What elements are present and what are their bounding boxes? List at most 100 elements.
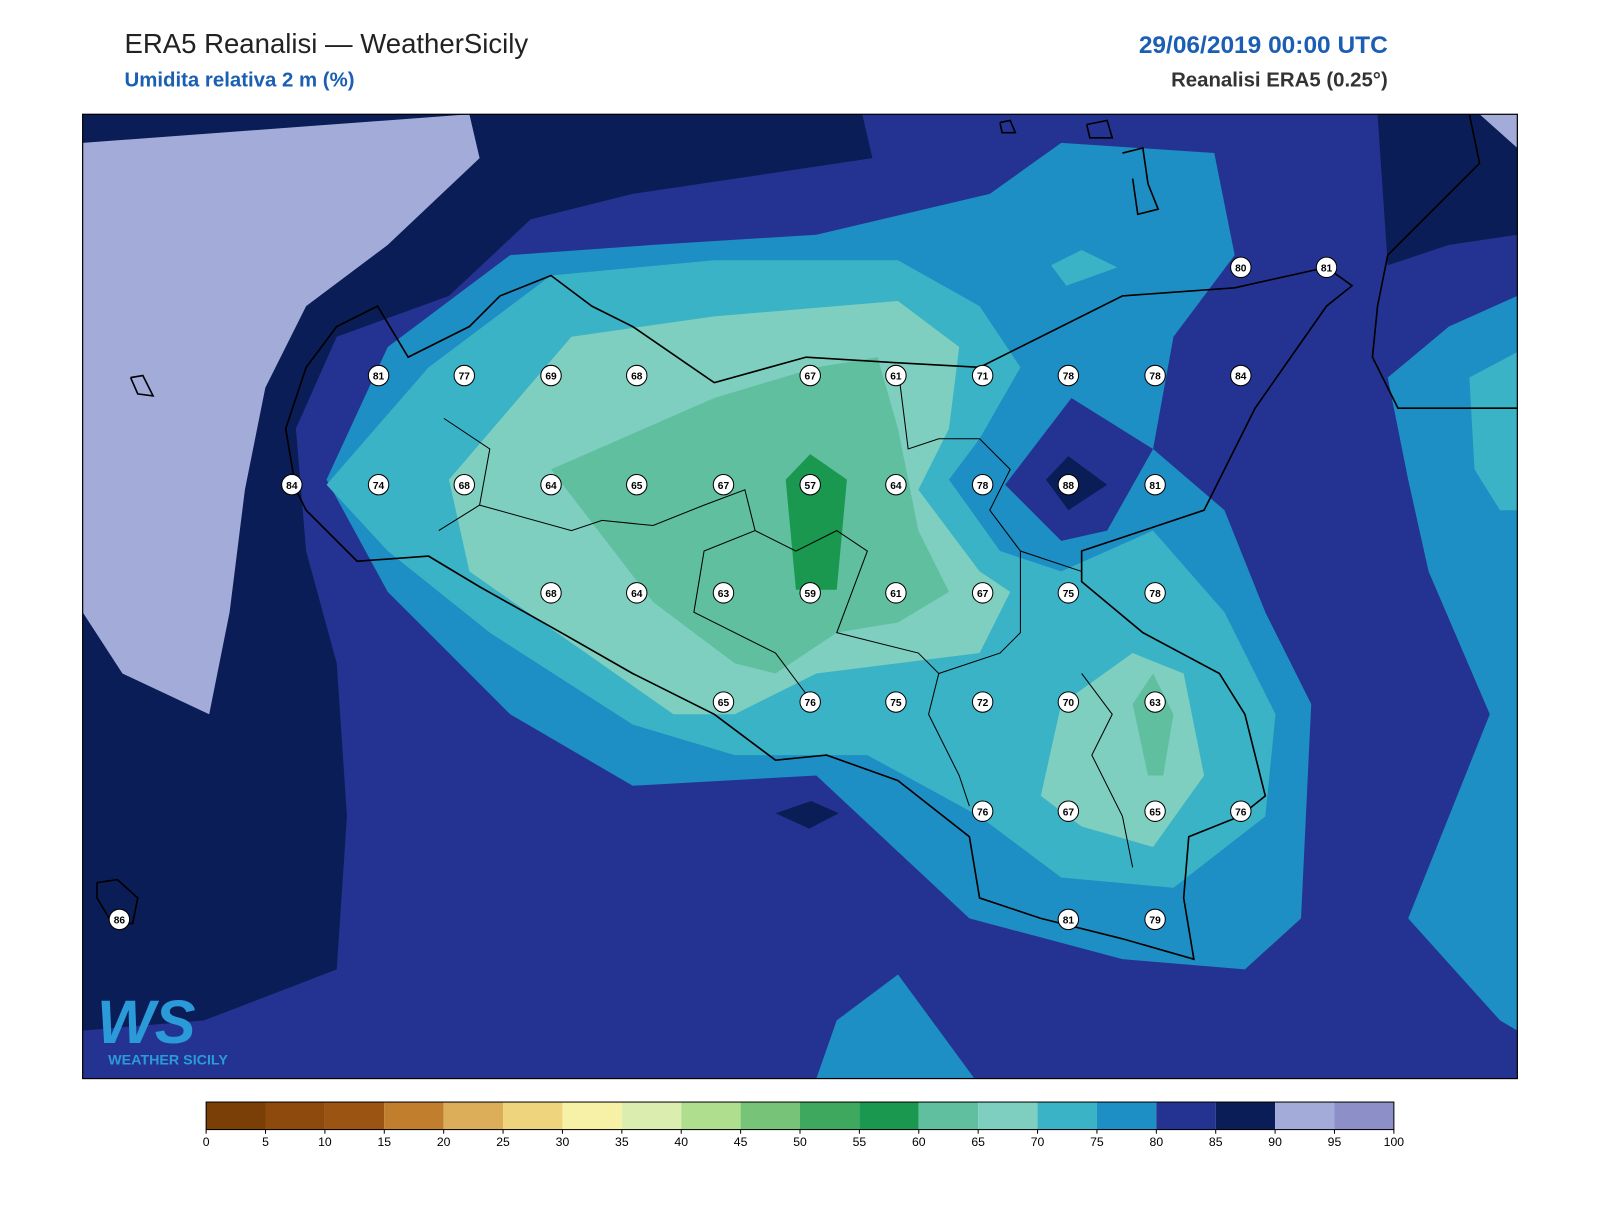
station-value: 81 <box>1321 263 1333 274</box>
colorbar-swatch <box>800 1102 860 1130</box>
colorbar-swatch <box>918 1102 979 1130</box>
colorbar-swatch <box>681 1102 741 1130</box>
station-marker <box>885 582 907 604</box>
station-marker <box>971 800 994 822</box>
colorbar-tick-label: 5 <box>262 1135 269 1149</box>
station-marker <box>971 691 994 713</box>
colorbar-tick-label: 75 <box>1090 1135 1104 1149</box>
station-marker <box>1144 800 1166 822</box>
station-marker <box>540 364 562 387</box>
colorbar-tick-label: 85 <box>1209 1135 1223 1149</box>
colorbar-tick-label: 55 <box>853 1135 867 1149</box>
station-value: 88 <box>1063 481 1075 492</box>
station-marker <box>626 582 648 604</box>
station-value: 67 <box>805 372 817 383</box>
subtitle: Umidita relativa 2 m (%) <box>124 70 354 92</box>
station-marker <box>1315 256 1338 279</box>
station-marker <box>108 908 131 931</box>
colorbar-swatch <box>1037 1102 1097 1130</box>
station-marker <box>971 364 994 387</box>
title: ERA5 Reanalisi — WeatherSicily <box>124 28 528 59</box>
colorbar-swatch <box>443 1102 504 1130</box>
colorbar-tick-label: 15 <box>377 1135 391 1149</box>
station-marker <box>1057 473 1080 496</box>
station-value: 67 <box>977 589 989 600</box>
station-value: 86 <box>114 915 126 926</box>
station-marker <box>1144 908 1166 931</box>
station-value: 75 <box>1063 589 1075 600</box>
logo-text: WEATHER SICILY <box>108 1052 228 1068</box>
station-value: 68 <box>631 372 643 383</box>
logo-mark: WS <box>97 988 196 1056</box>
colorbar-tick-label: 60 <box>912 1135 926 1149</box>
colorbar-tick-label: 65 <box>971 1135 985 1149</box>
station-marker <box>1057 364 1080 387</box>
station-value: 78 <box>1149 372 1161 383</box>
station-marker <box>971 473 994 496</box>
station-marker <box>453 473 475 496</box>
colorbar-tick-label: 0 <box>203 1135 210 1149</box>
station-value: 80 <box>1235 263 1247 274</box>
station-value: 84 <box>286 481 298 492</box>
colorbar-swatch <box>1096 1102 1157 1130</box>
station-marker <box>453 364 475 387</box>
field <box>816 974 975 1079</box>
colorbar-swatch <box>562 1102 622 1130</box>
station-marker <box>626 364 648 387</box>
station-marker <box>799 691 821 713</box>
colorbar-tick-label: 90 <box>1268 1135 1282 1149</box>
field <box>1051 250 1118 286</box>
station-value: 65 <box>718 698 730 709</box>
station-marker <box>1057 582 1080 604</box>
colorbar-tick-label: 45 <box>734 1135 748 1149</box>
station-marker <box>885 364 907 387</box>
date: 29/06/2019 00:00 UTC <box>1139 32 1388 59</box>
station-marker <box>712 691 735 713</box>
station-value: 70 <box>1063 698 1075 709</box>
station-marker <box>540 582 562 604</box>
station-labels: 80 81 81 77 69 68 67 61 71 78 78 84 84 74 68 64 65 67 57 64… <box>108 256 1338 931</box>
colorbar-tick-label: 20 <box>437 1135 451 1149</box>
station-value: 79 <box>1149 915 1161 926</box>
station-marker <box>1230 364 1252 387</box>
map-frame <box>82 113 1518 1080</box>
station-value: 76 <box>977 807 989 818</box>
station-value: 81 <box>1149 481 1161 492</box>
station-marker <box>1144 691 1166 713</box>
field <box>1479 114 1518 148</box>
colorbar-swatch <box>1334 1102 1394 1130</box>
station-marker <box>281 473 303 496</box>
station-value: 75 <box>890 698 902 709</box>
station-value: 64 <box>631 589 643 600</box>
field <box>775 801 839 829</box>
station-marker <box>1057 691 1080 713</box>
colorbar-tick-label: 70 <box>1031 1135 1045 1149</box>
station-value: 68 <box>459 481 471 492</box>
colorbar-tick-label: 10 <box>318 1135 332 1149</box>
colorbar-swatch <box>1156 1102 1216 1130</box>
station-value: 78 <box>1063 372 1075 383</box>
field <box>551 357 949 674</box>
station-value: 67 <box>718 481 730 492</box>
colorbar-tick-label: 40 <box>674 1135 688 1149</box>
station-value: 64 <box>890 481 902 492</box>
station-value: 57 <box>805 481 817 492</box>
station-value: 61 <box>890 372 902 383</box>
colorbar-swatch <box>384 1102 444 1130</box>
station-value: 74 <box>373 481 385 492</box>
station-value: 67 <box>1063 807 1075 818</box>
station-value: 84 <box>1235 372 1247 383</box>
station-value: 78 <box>977 481 989 492</box>
colorbar-swatch <box>1275 1102 1335 1130</box>
station-value: 71 <box>977 372 989 383</box>
station-value: 64 <box>545 481 557 492</box>
colorbar-tick-label: 95 <box>1328 1135 1342 1149</box>
station-value: 59 <box>805 589 817 600</box>
field <box>82 114 480 715</box>
colorbar-tick-label: 100 <box>1384 1135 1405 1149</box>
station-value: 81 <box>373 372 385 383</box>
colorbar-tick-label: 80 <box>1150 1135 1164 1149</box>
colorbar: 0 5 10 15 20 25 30 35 40 45 50 55 60 65 70 75 80 85 90 95 10… <box>203 1101 1405 1149</box>
station-value: 61 <box>890 589 902 600</box>
colorbar-swatch <box>324 1102 385 1130</box>
